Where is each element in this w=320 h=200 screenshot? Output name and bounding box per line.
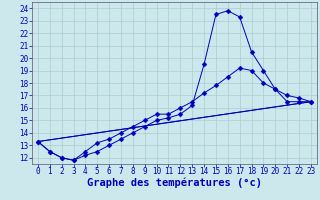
X-axis label: Graphe des températures (°c): Graphe des températures (°c)	[87, 178, 262, 188]
